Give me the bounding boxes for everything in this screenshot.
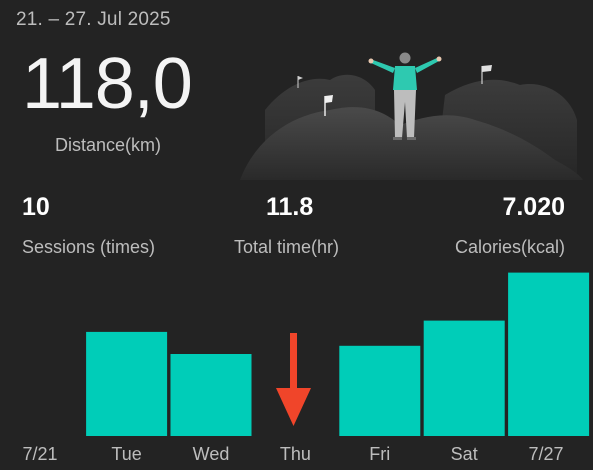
distance-value: 118,0 xyxy=(22,44,193,124)
total-time-label: Total time(hr) xyxy=(234,237,340,257)
tick-label-fri: Fri xyxy=(369,444,390,464)
bar-wed[interactable] xyxy=(170,354,252,436)
distance-label: Distance(km) xyxy=(55,135,162,155)
bar-sat[interactable] xyxy=(423,320,505,436)
bar-fri[interactable] xyxy=(339,345,421,436)
total-time-value: 11.8 xyxy=(266,193,314,221)
date-range: 21. – 27. Jul 2025 xyxy=(16,9,171,30)
tick-label-sat: Sat xyxy=(451,444,478,464)
tick-label-wed: Wed xyxy=(193,444,230,464)
calories-value: 7.020 xyxy=(502,193,565,221)
sessions-label: Sessions (times) xyxy=(22,237,156,257)
mountain-hero-illustration xyxy=(240,52,583,180)
tick-label-tue: Tue xyxy=(111,444,141,464)
weekly-distance-chart: 7/21 Tue Wed Thu Fri Sat 7/27 xyxy=(22,272,590,464)
calories-label: Calories(kcal) xyxy=(454,237,565,257)
sessions-value: 10 xyxy=(22,193,50,221)
bar-7-27[interactable] xyxy=(508,272,590,436)
tick-label-7-21: 7/21 xyxy=(22,444,57,464)
tick-label-thu: Thu xyxy=(280,444,311,464)
tick-label-7-27: 7/27 xyxy=(528,444,563,464)
bar-tue[interactable] xyxy=(86,331,168,436)
down-arrow-icon xyxy=(276,333,311,426)
